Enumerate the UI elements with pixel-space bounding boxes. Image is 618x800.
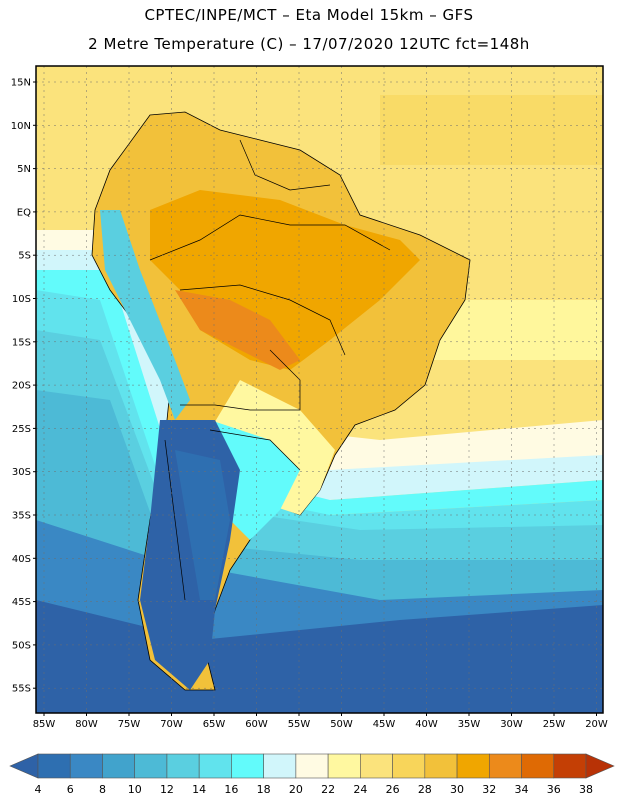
map-subtitle: 2 Metre Temperature (C) – 17/07/2020 12U… [88,35,530,53]
colorbar-swatch [327,753,361,779]
lon-label: 55W [288,719,311,730]
colorbar-swatch [392,753,426,779]
colorbar-swatch [166,753,200,779]
lat-label: 55S [12,684,31,695]
colorbar-tick-label: 30 [450,783,464,796]
colorbar-left-arrow [9,753,39,779]
colorbar-tick-label: 26 [386,783,400,796]
colorbar-swatch [521,753,555,779]
colorbar-tick-label: 34 [515,783,529,796]
colorbar-swatch [134,753,168,779]
colorbar-swatch [456,753,490,779]
longitude-axis: 85W 80W 75W 70W 65W 60W 55W 50W 45W 40W 35W 30W 25W 2… [33,713,608,730]
lon-label: 60W [245,719,268,730]
lon-label: 85W [33,719,56,730]
country-borders [149,139,391,601]
colorbar: 4 6 8 10 12 14 16 18 20 22 24 26 28 30 32 34 36 38 [9,753,615,796]
colorbar-swatch [69,753,103,779]
lat-label: 45S [12,597,31,608]
colorbar-tick-label: 38 [579,783,593,796]
colorbar-swatch [198,753,232,779]
lon-label: 65W [203,719,226,730]
colorbar-tick-label: 22 [321,783,335,796]
colorbar-tick-label: 4 [35,783,42,796]
colorbar-swatch [102,753,136,779]
colorbar-tick-label: 10 [128,783,142,796]
ocean-band-north [380,95,603,165]
hottest-region [175,290,300,370]
colorbar-swatch [488,753,522,779]
colorbar-swatch [295,753,329,779]
colorbar-swatch [424,753,458,779]
lon-label: 25W [543,719,566,730]
lat-label: 20S [12,381,31,392]
colorbar-tick-label: 32 [482,783,496,796]
map-frame [35,65,604,714]
lat-label: 15S [12,337,31,348]
lon-label: 45W [373,719,396,730]
lon-label: 30W [500,719,523,730]
lat-label: 5S [18,251,31,262]
lat-label: 40S [12,554,31,565]
lat-label: 10S [12,294,31,305]
lon-label: 80W [75,719,98,730]
lat-label: 50S [12,640,31,651]
colorbar-tick-label: 24 [353,783,367,796]
colorbar-tick-label: 16 [224,783,238,796]
lon-label: 75W [118,719,141,730]
lat-label: 10N [11,121,31,132]
lat-label: 5N [17,164,31,175]
lat-label: 15N [11,78,31,89]
colorbar-tick-label: 8 [99,783,106,796]
lon-label: 70W [160,719,183,730]
lat-label: 25S [12,424,31,435]
colorbar-swatch [263,753,297,779]
colorbar-tick-label: 6 [67,783,74,796]
colorbar-tick-label: 18 [257,783,271,796]
map-area [36,66,603,713]
andes-north [100,210,190,420]
map-title: CPTEC/INPE/MCT – Eta Model 15km – GFS [144,6,474,24]
colorbar-swatch [37,753,71,779]
latitude-axis: 15N 10N 5N EQ 5S 10S 15S 20S 25S 30S 35S 40S 45S 50S 5… [11,78,36,695]
lon-label: 50W [330,719,353,730]
colorbar-tick-label: 28 [418,783,432,796]
graticule [36,66,603,713]
lat-label: 30S [12,467,31,478]
colorbar-tick-label: 20 [289,783,303,796]
colorbar-right-arrow [585,753,615,779]
lon-label: 35W [458,719,481,730]
colorbar-tick-label: 14 [192,783,206,796]
colorbar-swatch [360,753,393,779]
colorbar-swatch [553,753,587,779]
colorbar-tick-label: 36 [547,783,561,796]
patagonia-interior [175,450,230,600]
colorbar-swatch [231,753,264,779]
lon-label: 20W [585,719,608,730]
band-4 [36,600,603,713]
lat-label: EQ [17,207,31,218]
lon-label: 40W [415,719,438,730]
lat-label: 35S [12,511,31,522]
colorbar-tick-label: 12 [160,783,174,796]
